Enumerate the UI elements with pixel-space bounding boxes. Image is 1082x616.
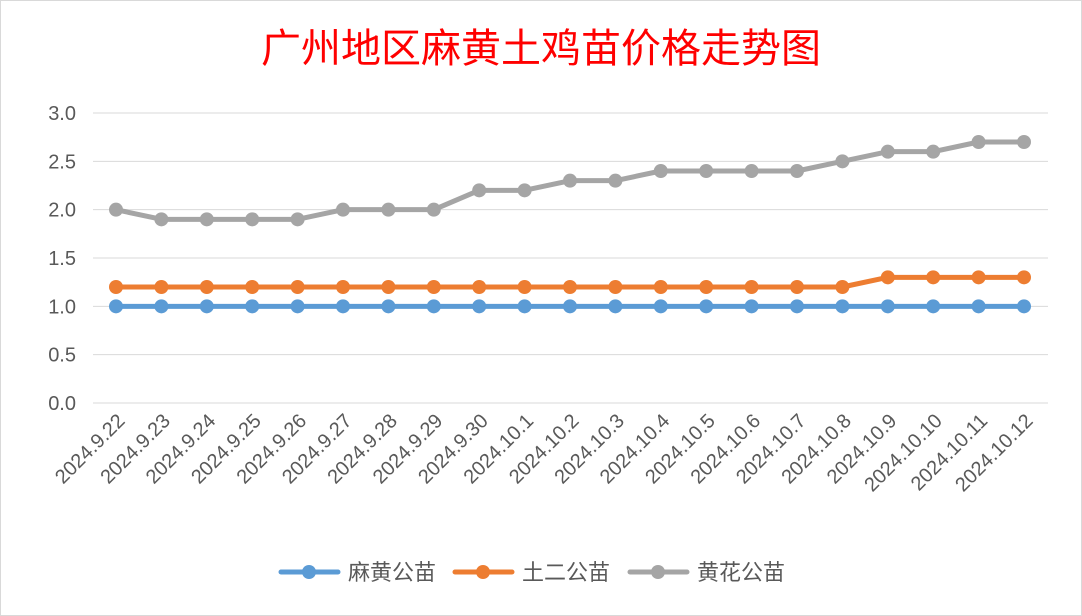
data-point — [926, 270, 941, 285]
data-point — [154, 299, 169, 314]
data-point — [653, 164, 668, 178]
legend-item: 黄花公苗 — [627, 561, 785, 586]
legend-label: 土二公苗 — [522, 561, 610, 586]
data-point — [699, 299, 714, 314]
data-point — [426, 280, 441, 294]
data-point — [290, 212, 305, 227]
data-point — [245, 299, 260, 314]
data-point — [1017, 299, 1031, 314]
legend-swatch-marker — [476, 565, 490, 579]
data-point — [472, 183, 487, 198]
data-point — [744, 164, 759, 178]
data-point — [517, 183, 532, 198]
data-point — [835, 280, 850, 294]
data-point — [744, 280, 759, 294]
data-point — [336, 202, 350, 217]
series-1 — [109, 299, 1031, 314]
data-point — [699, 280, 714, 294]
y-tick-label: 0.0 — [48, 393, 76, 415]
data-point — [426, 299, 441, 314]
data-point — [472, 299, 487, 314]
gridlines — [93, 112, 1048, 404]
y-tick-label: 1.0 — [48, 296, 76, 318]
legend-item: 土二公苗 — [452, 561, 610, 586]
data-point — [880, 270, 895, 285]
data-point — [744, 299, 759, 314]
legend-item: 麻黄公苗 — [278, 561, 436, 586]
data-point — [926, 144, 941, 159]
data-point — [290, 280, 305, 294]
legend: 麻黄公苗 土二公苗 黄花公苗 — [278, 561, 785, 586]
data-point — [653, 280, 668, 294]
y-axis-tick-labels: 0.0 0.5 1.0 1.5 2.0 2.5 3.0 — [48, 103, 76, 415]
data-point — [245, 212, 260, 227]
data-point — [336, 280, 350, 294]
data-point — [563, 280, 577, 294]
data-point — [1017, 270, 1031, 285]
data-point — [154, 280, 169, 294]
data-point — [426, 202, 441, 217]
data-point — [381, 299, 396, 314]
y-tick-label: 2.0 — [48, 200, 76, 222]
data-point — [199, 280, 214, 294]
data-point — [199, 212, 214, 227]
data-point — [608, 299, 623, 314]
data-point — [835, 154, 850, 169]
data-point — [971, 299, 986, 314]
data-point — [563, 299, 577, 314]
data-point — [835, 299, 850, 314]
data-point — [381, 202, 396, 217]
data-point — [336, 299, 350, 314]
data-point — [653, 299, 668, 314]
data-point — [109, 280, 123, 294]
data-point — [971, 270, 986, 285]
data-point — [699, 164, 714, 178]
series-2 — [109, 270, 1031, 294]
data-point — [880, 299, 895, 314]
y-tick-label: 0.5 — [48, 345, 76, 367]
data-point — [971, 135, 986, 149]
legend-swatch-marker — [651, 565, 665, 579]
series-3 — [109, 135, 1031, 227]
data-point — [608, 280, 623, 294]
data-point — [109, 202, 123, 217]
y-tick-label: 1.5 — [48, 248, 76, 270]
data-point — [926, 299, 941, 314]
data-point — [608, 173, 623, 188]
y-tick-label: 3.0 — [48, 103, 76, 125]
data-point — [109, 299, 123, 314]
data-point — [790, 299, 804, 314]
data-point — [472, 280, 487, 294]
legend-swatch-marker — [302, 565, 316, 579]
x-axis-tick-labels: 2024.9.222024.9.232024.9.242024.9.252024… — [51, 410, 1037, 496]
data-point — [880, 144, 895, 159]
data-point — [1017, 135, 1031, 149]
data-point — [517, 299, 532, 314]
series-layer — [109, 135, 1031, 314]
data-point — [245, 280, 260, 294]
chart-title: 广州地区麻黄土鸡苗价格走势图 — [261, 26, 821, 72]
data-point — [517, 280, 532, 294]
data-point — [290, 299, 305, 314]
data-point — [563, 173, 577, 188]
y-tick-label: 2.5 — [48, 151, 76, 173]
data-point — [790, 280, 804, 294]
data-point — [790, 164, 804, 178]
legend-label: 麻黄公苗 — [348, 561, 436, 586]
data-point — [199, 299, 214, 314]
legend-label: 黄花公苗 — [697, 561, 785, 586]
data-point — [381, 280, 396, 294]
data-point — [154, 212, 169, 227]
